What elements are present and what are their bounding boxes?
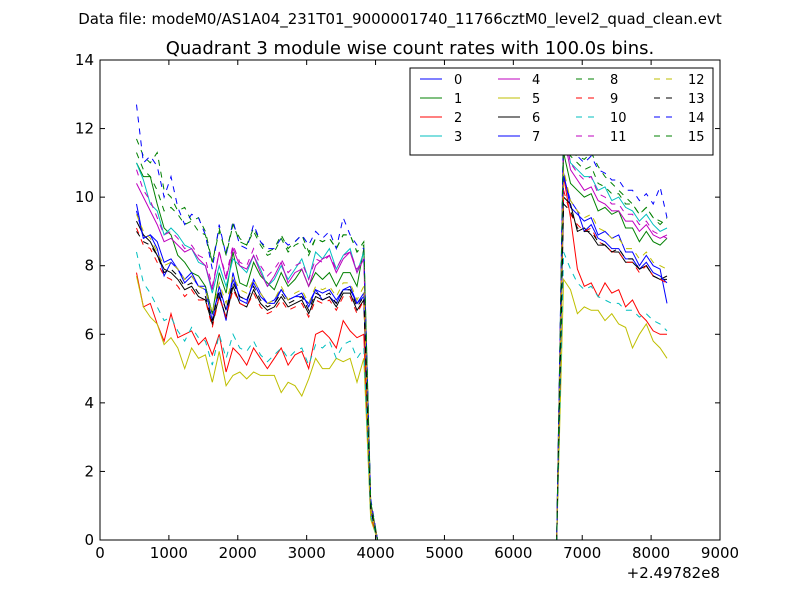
legend-label-2: 2 bbox=[454, 111, 462, 126]
y-tick-label: 10 bbox=[75, 188, 94, 206]
y-tick-label: 12 bbox=[75, 120, 94, 138]
series-line-14 bbox=[136, 104, 668, 541]
series-line-3 bbox=[136, 125, 668, 541]
x-tick-label: 4000 bbox=[356, 544, 394, 562]
legend-label-1: 1 bbox=[454, 92, 462, 107]
series-line-5 bbox=[136, 275, 668, 541]
x-tick-label: 1000 bbox=[150, 544, 188, 562]
x-tick-label: 8000 bbox=[632, 544, 670, 562]
legend-box bbox=[409, 67, 714, 156]
legend-label-7: 7 bbox=[532, 130, 540, 145]
x-tick-label: 5000 bbox=[425, 544, 463, 562]
plot-area-frame bbox=[99, 59, 721, 541]
y-tick-label: 0 bbox=[84, 531, 94, 549]
series-line-13 bbox=[136, 202, 667, 541]
y-tick-label: 8 bbox=[84, 257, 94, 275]
legend-label-0: 0 bbox=[454, 73, 462, 88]
legend-label-4: 4 bbox=[532, 73, 540, 88]
x-tick-label: 7000 bbox=[563, 544, 601, 562]
legend-label-8: 8 bbox=[610, 73, 618, 88]
x-axis-offset-label: +2.49782e8 bbox=[627, 564, 720, 582]
legend-label-11: 11 bbox=[610, 130, 627, 145]
legend-label-3: 3 bbox=[454, 130, 462, 145]
series-line-12 bbox=[136, 169, 668, 541]
legend-label-6: 6 bbox=[532, 111, 540, 126]
y-tick-label: 2 bbox=[84, 462, 94, 480]
series-line-11 bbox=[136, 128, 668, 541]
series-line-9 bbox=[136, 190, 668, 541]
figure-suptitle: Data file: modeM0/AS1A04_231T01_90000017… bbox=[78, 10, 722, 29]
legend-label-10: 10 bbox=[610, 111, 627, 126]
series-line-15 bbox=[136, 131, 668, 541]
y-tick-label: 14 bbox=[75, 51, 94, 69]
legend-label-12: 12 bbox=[688, 73, 705, 88]
x-tick-label: 0 bbox=[95, 544, 105, 562]
legend-label-14: 14 bbox=[688, 111, 705, 126]
x-tick-label: 2000 bbox=[219, 544, 257, 562]
legend-label-5: 5 bbox=[532, 92, 540, 107]
x-tick-label: 9000 bbox=[701, 544, 739, 562]
series-line-1 bbox=[136, 152, 668, 541]
chart-title: Quadrant 3 module wise count rates with … bbox=[166, 38, 655, 59]
legend-label-13: 13 bbox=[688, 92, 705, 107]
series-lines bbox=[136, 104, 668, 541]
series-line-6 bbox=[136, 195, 668, 541]
x-tick-label: 6000 bbox=[494, 544, 532, 562]
x-axis: 0 1000 2000 3000 4000 5000 6000 7000 8000 9000 bbox=[95, 60, 739, 562]
y-tick-label: 4 bbox=[84, 394, 94, 412]
y-tick-label: 6 bbox=[84, 325, 94, 343]
legend-label-9: 9 bbox=[610, 92, 618, 107]
legend-label-15: 15 bbox=[688, 130, 705, 145]
x-tick-label: 3000 bbox=[288, 544, 326, 562]
